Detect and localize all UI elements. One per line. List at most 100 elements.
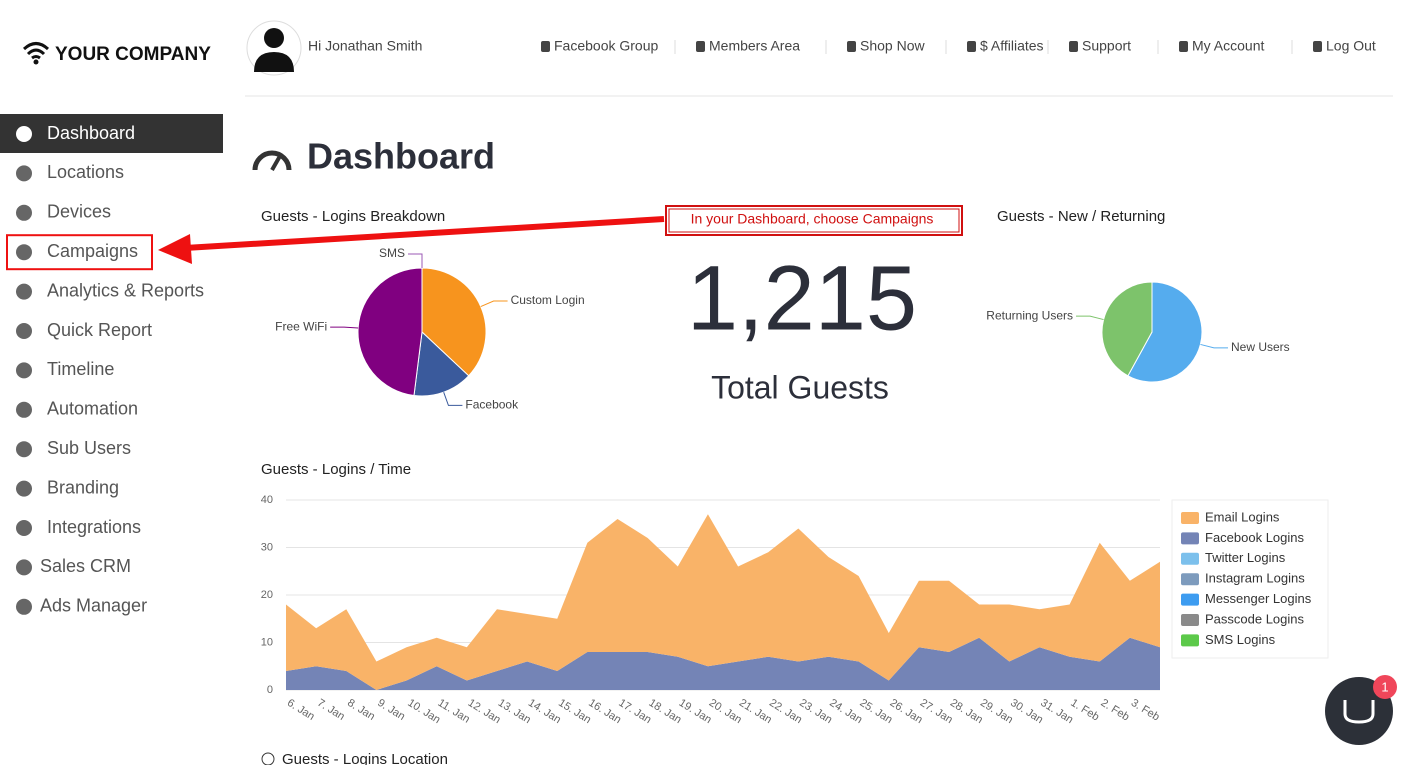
nav-icon — [16, 244, 32, 261]
pie-leader — [480, 300, 508, 308]
pie-slice — [357, 267, 423, 397]
logo-text: YOUR COMPANY — [55, 44, 211, 65]
nav-link-icon[interactable] — [1069, 41, 1078, 52]
chat-badge — [1373, 675, 1397, 699]
nav-icon — [16, 559, 32, 576]
nav-item[interactable]: Sub Users — [47, 438, 131, 458]
header-link[interactable]: Support — [1082, 38, 1131, 54]
nav-item[interactable]: Dashboard — [47, 123, 135, 143]
nav-link-icon[interactable] — [1179, 41, 1188, 52]
nav-item[interactable]: Branding — [47, 477, 119, 497]
nav-icon — [16, 165, 32, 182]
section-title: Guests - Logins Location — [282, 751, 448, 765]
nav-link-icon[interactable] — [541, 41, 550, 52]
pie-leader — [1076, 315, 1104, 321]
x-tick-label: 31. Jan — [1038, 697, 1075, 726]
x-tick-label: 28. Jan — [948, 697, 985, 726]
legend-label: Instagram Logins — [1205, 571, 1305, 586]
nav-icon — [16, 204, 32, 221]
x-tick-label: 25. Jan — [857, 697, 894, 726]
y-tick-label: 0 — [267, 684, 273, 696]
nav-icon — [16, 323, 32, 339]
x-tick-label: 14. Jan — [526, 697, 563, 726]
avatar-head — [264, 28, 284, 48]
x-tick-label: 18. Jan — [647, 697, 684, 726]
nav-item[interactable]: Ads Manager — [40, 596, 147, 616]
nav-link-icon[interactable] — [847, 41, 856, 52]
nav-item[interactable]: Campaigns — [47, 241, 138, 261]
legend-label: Twitter Logins — [1205, 550, 1286, 565]
pie-leader — [330, 326, 359, 329]
pie-label: Returning Users — [986, 308, 1073, 322]
nav-item[interactable]: Integrations — [47, 517, 141, 537]
legend-label: Email Logins — [1205, 509, 1280, 524]
y-tick-label: 20 — [261, 589, 273, 601]
x-tick-label: 26. Jan — [888, 697, 925, 726]
annotation-arrow — [184, 216, 665, 251]
logo[interactable]: YOUR COMPANY — [22, 42, 211, 66]
nav-item[interactable]: Timeline — [47, 359, 114, 379]
page-title: Dashboard — [307, 136, 495, 177]
x-tick-label: 3. Feb — [1129, 697, 1162, 724]
nav-item[interactable]: Automation — [47, 399, 138, 419]
pie-label: Custom Login — [511, 293, 585, 307]
pie-slice — [1127, 281, 1203, 383]
nav-item[interactable]: Quick Report — [47, 320, 152, 340]
header-link[interactable]: My Account — [1192, 38, 1264, 54]
pie-slice — [421, 267, 487, 377]
legend-swatch — [1181, 634, 1199, 647]
x-tick-label: 11. Jan — [436, 697, 472, 726]
chart-title: Guests - Logins / Time — [261, 461, 411, 478]
header-link[interactable]: Log Out — [1326, 38, 1376, 54]
nav-icon — [16, 598, 32, 615]
nav-link-icon[interactable] — [1313, 41, 1322, 52]
nav-item[interactable]: Analytics & Reports — [47, 280, 204, 300]
info-icon — [261, 752, 275, 765]
x-tick-label: 1. Feb — [1068, 697, 1101, 724]
x-tick-label: 29. Jan — [978, 697, 1015, 726]
total-guests-value: 1,215 — [687, 247, 917, 349]
x-tick-label: 22. Jan — [767, 697, 804, 726]
y-tick-label: 40 — [261, 494, 273, 506]
legend-swatch — [1181, 593, 1199, 606]
nav-icon — [16, 480, 32, 497]
chart-title: Guests - New / Returning — [997, 208, 1165, 225]
x-tick-label: 9. Jan — [375, 697, 407, 723]
pie-label: Free WiFi — [275, 319, 327, 333]
pie-label: Facebook — [465, 398, 519, 412]
total-guests-label: Total Guests — [711, 369, 889, 405]
nav-item[interactable]: Sales CRM — [40, 556, 131, 576]
annotation-text: In your Dashboard, choose Campaigns — [691, 211, 934, 227]
nav-item[interactable]: Devices — [47, 202, 111, 222]
pie-label: New Users — [1231, 340, 1290, 354]
avatar-body — [254, 52, 294, 72]
nav-link-icon[interactable] — [967, 41, 976, 52]
nav-item[interactable]: Locations — [47, 162, 124, 182]
x-tick-label: 23. Jan — [797, 697, 834, 726]
pie-label: SMS — [379, 246, 405, 260]
dashboard-icon — [252, 150, 292, 171]
x-tick-label: 30. Jan — [1008, 697, 1045, 726]
legend-swatch — [1181, 512, 1199, 524]
header-link[interactable]: Facebook Group — [554, 38, 658, 54]
legend-label: Facebook Logins — [1205, 530, 1305, 545]
nav-active-bg — [0, 114, 223, 153]
legend-swatch — [1181, 532, 1199, 545]
annotation-box-inner — [668, 208, 960, 233]
x-tick-label: 8. Jan — [345, 697, 377, 723]
legend-swatch — [1181, 552, 1199, 565]
header-link[interactable]: Shop Now — [860, 38, 925, 54]
header-link[interactable]: Members Area — [709, 38, 800, 54]
area — [286, 514, 1160, 690]
nav-icon — [16, 441, 32, 458]
x-tick-label: 2. Feb — [1099, 697, 1132, 724]
nav-icon — [16, 283, 32, 300]
legend-label: Messenger Logins — [1205, 591, 1312, 606]
nav-icon — [16, 401, 32, 418]
header-link[interactable]: $ Affiliates — [980, 38, 1044, 54]
nav-link-icon[interactable] — [696, 41, 705, 52]
annotation-box — [665, 205, 963, 236]
area-series-group — [286, 514, 1160, 690]
x-tick-label: 17. Jan — [616, 697, 653, 726]
legend-swatch — [1181, 573, 1199, 586]
